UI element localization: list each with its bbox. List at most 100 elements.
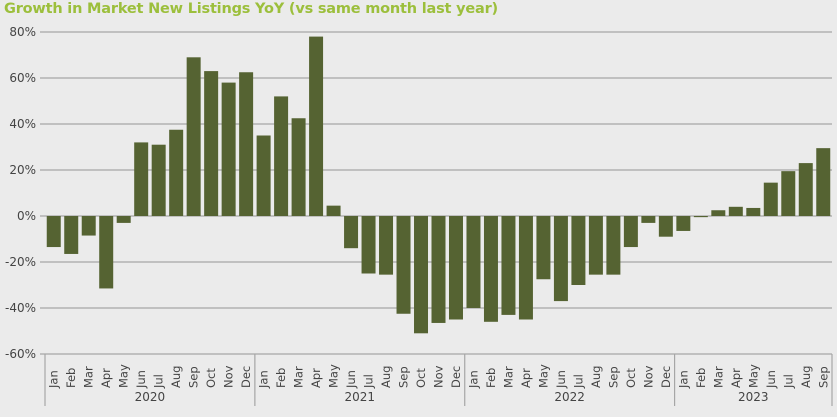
x-tick-label: Dec <box>659 366 673 388</box>
bar-2021-Feb <box>274 96 289 216</box>
bar-2022-Feb <box>483 216 498 322</box>
x-tick-label: May <box>117 364 131 388</box>
bar-2021-Dec <box>448 216 463 320</box>
bar-2022-Oct <box>623 216 638 248</box>
bar-2022-May <box>536 216 551 280</box>
bar-2020-Aug <box>169 129 184 216</box>
x-tick-label: Sep <box>397 366 411 388</box>
x-tick-label: Jan <box>47 370 61 389</box>
bar-2022-Apr <box>518 216 533 320</box>
y-tick-label: -20% <box>5 255 36 269</box>
x-tick-label: Dec <box>239 366 253 388</box>
bar-2022-Jun <box>553 216 568 302</box>
year-label: 2022 <box>554 390 585 404</box>
bar-2022-Mar <box>501 216 516 315</box>
y-tick-label: 0% <box>17 209 36 223</box>
x-tick-label: Feb <box>484 368 498 388</box>
x-tick-label: Jan <box>257 370 271 389</box>
y-tick-label: 60% <box>9 71 36 85</box>
x-tick-label: Aug <box>379 366 393 388</box>
bar-2021-Apr <box>309 36 324 216</box>
x-tick-label: May <box>746 364 760 388</box>
x-tick-label: Apr <box>519 368 533 388</box>
x-tick-label: Aug <box>799 366 813 388</box>
bar-2021-Jun <box>344 216 359 249</box>
year-label: 2021 <box>345 390 376 404</box>
y-tick-label: -60% <box>5 347 36 361</box>
bar-2023-Sep <box>816 148 831 216</box>
bar-2023-Aug <box>798 163 813 216</box>
x-tick-label: Mar <box>292 366 306 388</box>
x-tick-label: Mar <box>501 366 515 388</box>
x-tick-label: Sep <box>816 366 830 388</box>
x-tick-label: Jun <box>554 370 568 389</box>
bar-2022-Jan <box>466 216 481 308</box>
x-tick-label: Apr <box>309 368 323 388</box>
x-tick-label: Jan <box>676 370 690 389</box>
x-tick-label: Sep <box>606 366 620 388</box>
x-tick-label: Jun <box>344 370 358 389</box>
bar-2023-Apr <box>728 206 743 216</box>
bar-2020-Oct <box>204 71 219 216</box>
bar-2023-Jun <box>763 182 778 216</box>
bar-2020-Jul <box>151 144 166 216</box>
x-tick-label: Oct <box>204 368 218 388</box>
x-tick-label: Jul <box>362 374 376 389</box>
x-tick-label: Jan <box>466 370 480 389</box>
bar-2023-Feb <box>693 216 708 218</box>
x-tick-label: Aug <box>169 366 183 388</box>
bar-2021-May <box>326 205 341 216</box>
bar-2021-Aug <box>379 216 394 275</box>
x-tick-label: Jun <box>134 370 148 389</box>
x-tick-label: Feb <box>64 368 78 388</box>
x-tick-label: Nov <box>641 365 655 388</box>
bar-2020-Jun <box>134 142 149 216</box>
y-tick-label: -40% <box>5 301 36 315</box>
year-label: 2020 <box>135 390 166 404</box>
year-label: 2023 <box>738 390 769 404</box>
bar-2022-Sep <box>606 216 621 275</box>
bar-2020-May <box>116 216 131 223</box>
x-tick-label: Feb <box>274 368 288 388</box>
bar-2023-Jul <box>781 171 796 216</box>
x-tick-label: May <box>536 364 550 388</box>
y-tick-label: 40% <box>9 117 36 131</box>
x-tick-label: Aug <box>589 366 603 388</box>
x-tick-label: Oct <box>624 368 638 388</box>
y-tick-label: 80% <box>9 25 36 39</box>
x-tick-label: Jul <box>152 374 166 389</box>
chart-title: Growth in Market New Listings YoY (vs sa… <box>4 1 498 17</box>
bar-2021-Nov <box>431 216 446 323</box>
x-tick-label: Sep <box>187 366 201 388</box>
bar-2020-Nov <box>221 82 236 216</box>
bar-2023-May <box>746 207 761 216</box>
bar-2022-Dec <box>658 216 673 237</box>
bar-2023-Jan <box>676 216 691 231</box>
bar-2020-Sep <box>186 57 201 216</box>
bar-2020-Jan <box>46 216 61 248</box>
bar-2022-Aug <box>588 216 603 275</box>
x-tick-label: Dec <box>449 366 463 388</box>
bar-2020-Dec <box>239 72 254 216</box>
bar-2022-Nov <box>641 216 656 223</box>
x-tick-label: Mar <box>82 366 96 388</box>
x-tick-label: Jun <box>764 370 778 389</box>
x-tick-label: Oct <box>414 368 428 388</box>
x-tick-label: Jul <box>571 374 585 389</box>
x-tick-label: Nov <box>222 365 236 388</box>
y-tick-label: 20% <box>9 163 36 177</box>
bar-2021-Mar <box>291 118 306 216</box>
x-tick-label: Feb <box>694 368 708 388</box>
x-tick-label: May <box>327 364 341 388</box>
bar-2023-Mar <box>711 210 726 216</box>
bar-2021-Jan <box>256 135 271 216</box>
bar-2020-Apr <box>99 216 114 289</box>
bar-2020-Feb <box>64 216 79 254</box>
bar-2021-Oct <box>414 216 429 334</box>
bar-2020-Mar <box>81 216 96 236</box>
bar-2022-Jul <box>571 216 586 285</box>
x-tick-label: Apr <box>729 368 743 388</box>
bar-2021-Sep <box>396 216 411 314</box>
x-tick-label: Apr <box>99 368 113 388</box>
x-tick-label: Mar <box>711 366 725 388</box>
